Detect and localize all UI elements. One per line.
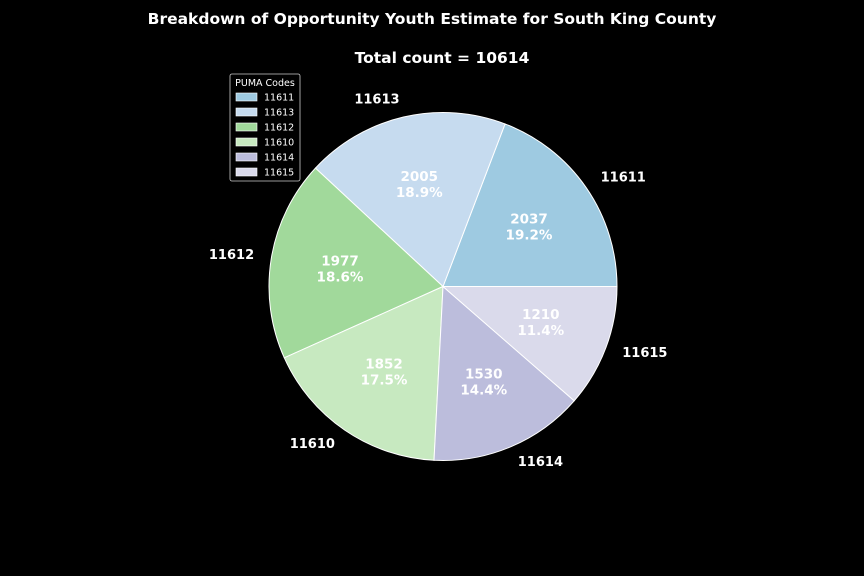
- legend-label-11615: 11615: [264, 168, 294, 179]
- pie-slice-11610: [283, 285, 444, 461]
- legend-label-11613: 11613: [264, 108, 294, 119]
- legend-swatch-11615: [235, 167, 258, 177]
- slice-label-11612: 11612: [209, 248, 254, 263]
- slice-value-11612: 1977 18.6%: [317, 254, 364, 286]
- legend-swatch-11611: [235, 92, 258, 102]
- slice-value-11615: 1210 11.4%: [517, 307, 564, 339]
- slice-value-11613: 2005 18.9%: [396, 169, 443, 201]
- pie-slice-11614: [433, 285, 575, 461]
- legend: PUMA Codes 11611116131161211610116141161…: [229, 73, 301, 182]
- pie-slice-11615: [441, 286, 618, 402]
- legend-swatch-11613: [235, 107, 258, 117]
- slice-label-11610: 11610: [290, 437, 335, 452]
- legend-swatch-11612: [235, 122, 258, 132]
- legend-label-11610: 11610: [264, 138, 294, 149]
- legend-label-11611: 11611: [264, 93, 294, 104]
- legend-label-11612: 11612: [264, 123, 294, 134]
- legend-items: 11611 11613 11612 11610 11614 11615: [235, 92, 294, 179]
- pie-slice-11613: [314, 112, 506, 288]
- chart-subtitle: Total count = 10614: [355, 49, 530, 67]
- slice-value-11614: 1530 14.4%: [460, 367, 507, 399]
- slice-value-11610: 1852 17.5%: [361, 357, 408, 389]
- pie-slices: [268, 112, 618, 461]
- pie-slice-11611: [442, 123, 618, 287]
- slice-label-11611: 11611: [601, 170, 646, 185]
- chart-title: Breakdown of Opportunity Youth Estimate …: [148, 10, 717, 28]
- legend-title: PUMA Codes: [235, 78, 295, 89]
- slice-label-11614: 11614: [518, 455, 563, 470]
- pie-labels: 11611 2037 19.2% 11613 2005 18.9% 11612 1977 18.…: [209, 93, 668, 471]
- slice-label-11615: 11615: [622, 346, 667, 361]
- legend-label-11614: 11614: [264, 153, 294, 164]
- slice-label-11613: 11613: [354, 93, 399, 108]
- legend-swatch-11614: [235, 152, 258, 162]
- slice-value-11611: 2037 19.2%: [506, 211, 553, 243]
- legend-swatch-11610: [235, 137, 258, 147]
- pie-slice-11612: [268, 167, 444, 359]
